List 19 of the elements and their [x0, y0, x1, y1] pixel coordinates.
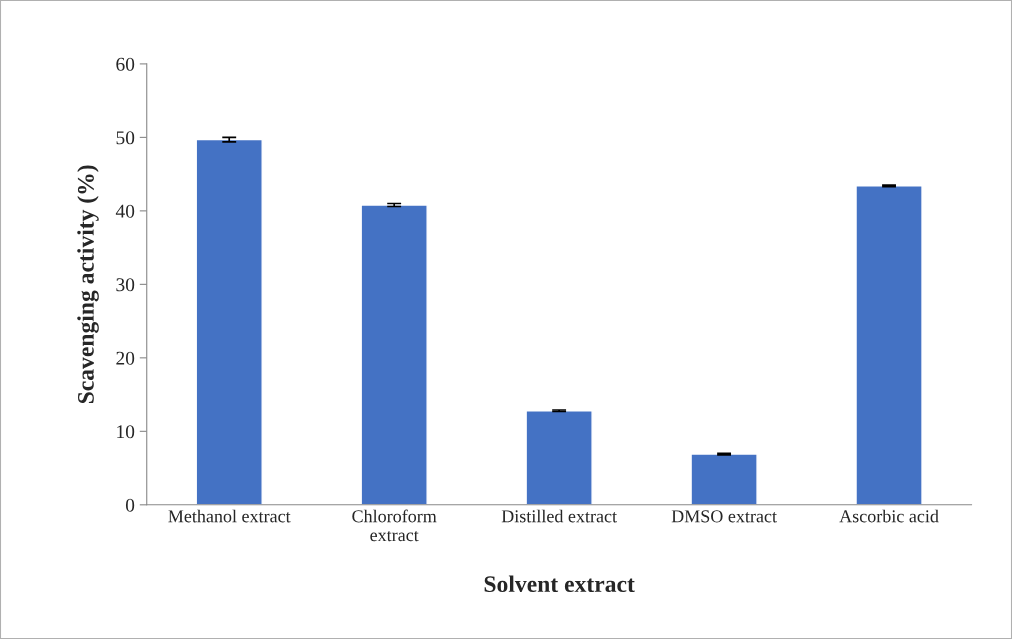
y-tick-label: 50 — [116, 131, 135, 145]
y-tick-label: 10 — [117, 425, 135, 439]
y-tick-label: 0 — [125, 498, 135, 512]
y-tick-label: 40 — [115, 204, 135, 218]
y-tick-label: 60 — [116, 57, 135, 71]
y-axis-title: Scavenging activity (%) — [77, 165, 99, 404]
x-tick-label: Ascorbic acid — [839, 509, 939, 523]
x-axis-title: Solvent extract — [484, 575, 635, 593]
y-tick-label: 30 — [116, 278, 135, 292]
x-tick-label: Distilled extract — [501, 509, 617, 523]
bar — [195, 138, 263, 505]
bar — [525, 410, 593, 505]
x-tick-label: DMSO extract — [671, 510, 777, 523]
bar — [855, 185, 923, 505]
x-tick-label: Chloroform extract — [352, 509, 437, 542]
y-tick-label: 20 — [116, 351, 135, 365]
bar — [690, 453, 758, 505]
x-tick-label: Methanol extract — [168, 509, 291, 523]
bar — [360, 204, 428, 505]
